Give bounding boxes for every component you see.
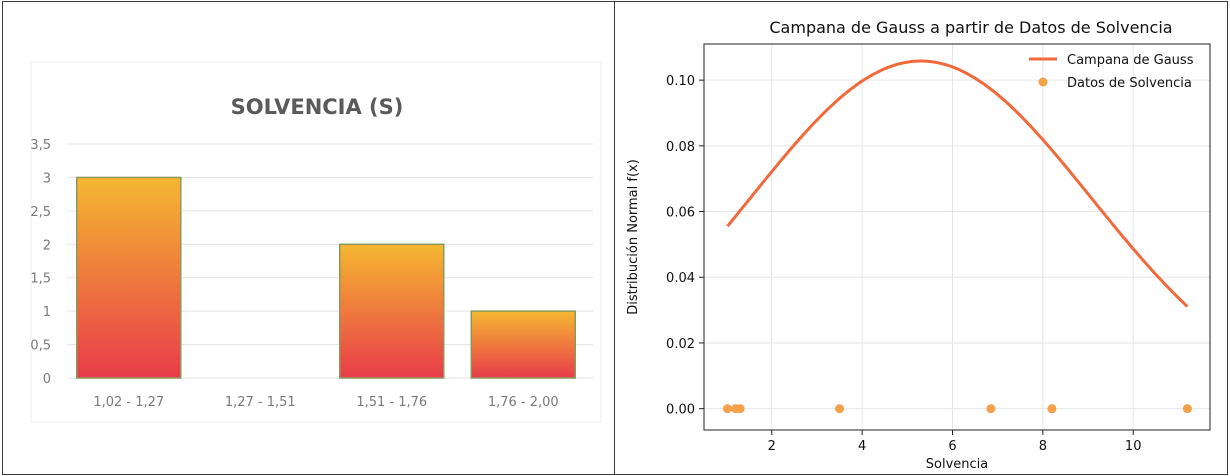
gauss-y-tick-label: 0.10 xyxy=(666,74,695,89)
gauss-y-tick-label: 0.04 xyxy=(666,271,695,286)
bar-x-tick-label: 1,27 - 1,51 xyxy=(225,395,296,410)
gauss-x-tick-label: 8 xyxy=(1039,439,1047,454)
legend-dot-swatch xyxy=(1038,77,1048,87)
gauss-chart: Campana de Gauss a partir de Datos de So… xyxy=(626,18,1211,472)
gauss-y-tick-label: 0.08 xyxy=(666,140,695,155)
gauss-chart-panel: Campana de Gauss a partir de Datos de So… xyxy=(614,1,1228,475)
bar-x-tick-label: 1,76 - 2,00 xyxy=(488,395,559,410)
bar-chart-title: SOLVENCIA (S) xyxy=(231,95,404,119)
bar-y-tick-label: 0,5 xyxy=(30,339,51,354)
bar-y-tick-label: 2 xyxy=(43,238,51,253)
solvency-data-point xyxy=(1182,404,1192,414)
bar-chart-panel: SOLVENCIA (S) 0 0,5 1 1,5 2 2,5 3 3,5 1,02 - 1,… xyxy=(2,1,615,475)
bar-y-tick-label: 3,5 xyxy=(30,138,51,153)
bar xyxy=(76,176,182,379)
bar-y-tick-label: 3 xyxy=(43,171,51,186)
bar-y-tick-label: 2,5 xyxy=(30,205,51,220)
bar-x-tick-label: 1,51 - 1,76 xyxy=(356,395,427,410)
bar xyxy=(470,310,576,379)
bar-chart: SOLVENCIA (S) 0 0,5 1 1,5 2 2,5 3 3,5 1,02 - 1,… xyxy=(30,61,602,423)
bar-y-tick-label: 1,5 xyxy=(30,272,51,287)
gauss-x-tick-label: 10 xyxy=(1125,439,1142,454)
bar-chart-area xyxy=(30,61,602,423)
gauss-x-tick-label: 2 xyxy=(768,439,776,454)
gauss-x-tick-label: 6 xyxy=(948,439,956,454)
gauss-legend: Campana de Gauss Datos de Solvencia xyxy=(1029,53,1194,91)
solvency-data-point xyxy=(735,404,745,414)
gauss-y-axis-label: Distribución Normal f(x) xyxy=(626,159,641,315)
gauss-axes-frame xyxy=(703,43,1211,431)
solvency-data-point xyxy=(722,404,732,414)
bar-y-tick-label: 0 xyxy=(43,372,51,387)
gauss-y-tick-label: 0.00 xyxy=(666,403,695,418)
solvency-data-point xyxy=(835,404,845,414)
legend-label-data: Datos de Solvencia xyxy=(1067,76,1192,91)
gauss-curve xyxy=(726,59,1189,308)
gauss-y-tick-label: 0.06 xyxy=(666,206,695,221)
gauss-y-tick-label: 0.02 xyxy=(666,337,695,352)
solvency-data-point xyxy=(1047,404,1057,414)
gauss-chart-title: Campana de Gauss a partir de Datos de So… xyxy=(769,18,1172,37)
bar xyxy=(339,243,445,379)
legend-label-gauss: Campana de Gauss xyxy=(1067,53,1194,68)
bar-y-tick-label: 1 xyxy=(43,305,51,320)
solvency-data-point xyxy=(986,404,996,414)
gauss-x-tick-label: 4 xyxy=(858,439,866,454)
gauss-x-axis-label: Solvencia xyxy=(926,457,988,472)
bar-x-tick-label: 1,02 - 1,27 xyxy=(93,395,164,410)
